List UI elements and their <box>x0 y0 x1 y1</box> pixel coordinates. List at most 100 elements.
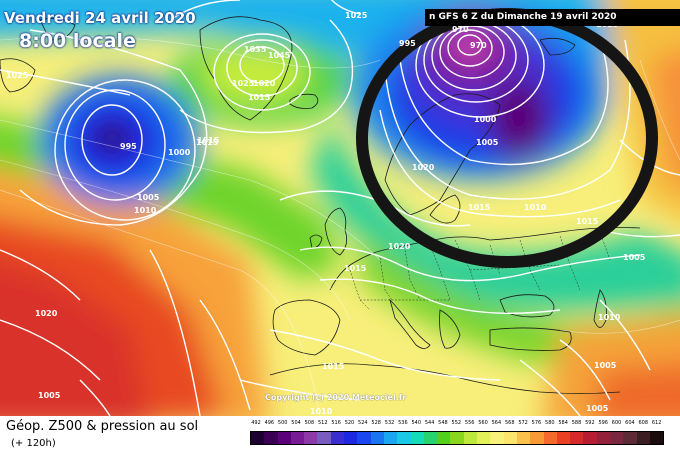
color-scale-cell <box>543 432 557 444</box>
color-scale-label: 604 <box>625 420 635 426</box>
color-scale-label: 552 <box>451 420 462 426</box>
color-scale-cell <box>490 432 504 444</box>
copyright-text: Copyright (c) 2020 Meteociel.fr <box>265 393 407 402</box>
isobar-label: 1005 <box>38 391 61 400</box>
color-scale-cell <box>636 432 650 444</box>
color-scale-cell <box>570 432 584 444</box>
color-scale-label: 600 <box>611 420 622 426</box>
isobar-label: 1000 <box>168 148 191 157</box>
color-scale-cell <box>344 432 358 444</box>
color-scale-cell <box>463 432 478 444</box>
color-scale-cell <box>330 432 345 444</box>
color-scale-cell <box>397 432 411 444</box>
isobar-label: 1025 <box>6 71 29 80</box>
color-scale-label: 536 <box>398 420 408 426</box>
color-scale-cell <box>290 432 305 444</box>
color-scale-label: 504 <box>291 420 301 426</box>
color-scale-cell <box>410 432 424 444</box>
isobar-label: 1020 <box>388 242 411 251</box>
color-scale-label: 580 <box>545 420 555 426</box>
color-scale-label: 508 <box>304 420 315 426</box>
color-scale-label: 596 <box>598 420 608 426</box>
isobar-label: 1020 <box>35 309 58 318</box>
color-scale-cell <box>304 432 318 444</box>
color-scale-label: 500 <box>277 420 288 426</box>
isobar-label: 995 <box>120 142 137 151</box>
color-scale-label: 584 <box>558 420 568 426</box>
run-info-bar: n GFS 6 Z du Dimanche 19 avril 2020 <box>425 9 680 26</box>
isobar-label: 1005 <box>137 193 160 202</box>
isobar-label: 1015 <box>322 362 345 371</box>
legend-subtitle: (+ 120h) <box>11 438 56 449</box>
color-scale-cell <box>477 432 491 444</box>
isobar-label: 1005 <box>586 404 609 413</box>
isobar-label: 1005 <box>623 253 646 262</box>
legend-title: Géop. Z500 & pression au sol <box>6 419 199 434</box>
isobar-label: 1025 <box>345 11 368 20</box>
color-scale-cell <box>530 432 544 444</box>
color-scale-cell <box>610 432 624 444</box>
color-scale-cell <box>583 432 597 444</box>
isobar-label: 1015 <box>576 217 599 226</box>
color-scale-cell <box>556 432 571 444</box>
isobar-label: 1010 <box>524 203 547 212</box>
isobar-label: 1010 <box>598 313 621 322</box>
geopotential-contours <box>0 36 680 416</box>
color-scale-cell <box>623 432 637 444</box>
color-scale-label: 516 <box>331 420 341 426</box>
isobar-label: 1035 <box>244 45 267 54</box>
color-scale-cell <box>423 432 438 444</box>
color-scale-label: 592 <box>585 420 595 426</box>
color-scale: 492 496 500 504 508 512 516 520 524 528 532 536 540 5… <box>250 420 664 450</box>
isobar-label: 1005 <box>476 138 499 147</box>
color-scale-label: 612 <box>651 420 662 426</box>
isobar-label: 1020 <box>253 79 276 88</box>
color-scale-label: 576 <box>531 420 542 426</box>
color-scale-label: 492 <box>251 420 261 426</box>
color-scale-labels: 492 496 500 504 508 512 516 520 524 528 532 536 540 5… <box>250 420 664 430</box>
color-scale-label: 572 <box>518 420 528 426</box>
isobar-label: 1020 <box>412 163 435 172</box>
color-scale-bar <box>250 431 664 445</box>
isobar-label: 1000 <box>474 115 497 124</box>
color-scale-label: 528 <box>371 420 381 426</box>
map-date-title: Vendredi 24 avril 2020 <box>4 9 196 27</box>
color-scale-cell <box>437 432 451 444</box>
color-scale-label: 588 <box>571 420 582 426</box>
color-scale-label: 512 <box>317 420 328 426</box>
color-scale-cell <box>383 432 398 444</box>
isobar-label: 970 <box>470 41 487 50</box>
isobar-label: 1015 <box>196 138 219 147</box>
isobar-label: 1045 <box>268 51 291 60</box>
color-scale-cell <box>503 432 517 444</box>
color-scale-label: 496 <box>264 420 275 426</box>
color-scale-cell <box>450 432 464 444</box>
color-scale-label: 564 <box>491 420 502 426</box>
color-scale-label: 532 <box>384 420 395 426</box>
color-scale-label: 520 <box>344 420 355 426</box>
color-scale-cell <box>251 432 265 444</box>
isobars <box>0 0 680 416</box>
color-scale-label: 544 <box>424 420 435 426</box>
color-scale-cell <box>370 432 384 444</box>
color-scale-cell <box>649 432 664 444</box>
color-scale-cell <box>596 432 611 444</box>
color-scale-cell <box>277 432 291 444</box>
isobar-label: 1025 <box>232 79 255 88</box>
isobar-label: 1005 <box>594 361 617 370</box>
color-scale-cell <box>516 432 531 444</box>
color-scale-label: 540 <box>411 420 422 426</box>
color-scale-label: 568 <box>504 420 515 426</box>
isobar-label: 1010 <box>310 407 333 416</box>
color-scale-cell <box>264 432 278 444</box>
isobar-label: 1015 <box>344 264 367 273</box>
color-scale-cell <box>357 432 371 444</box>
isobar-label: 1015 <box>468 203 491 212</box>
isobar-label: 1015 <box>248 93 271 102</box>
isobar-label: 1010 <box>134 206 157 215</box>
legend-footer: Géop. Z500 & pression au sol (+ 120h) 49… <box>0 416 680 453</box>
color-scale-label: 524 <box>358 420 368 426</box>
